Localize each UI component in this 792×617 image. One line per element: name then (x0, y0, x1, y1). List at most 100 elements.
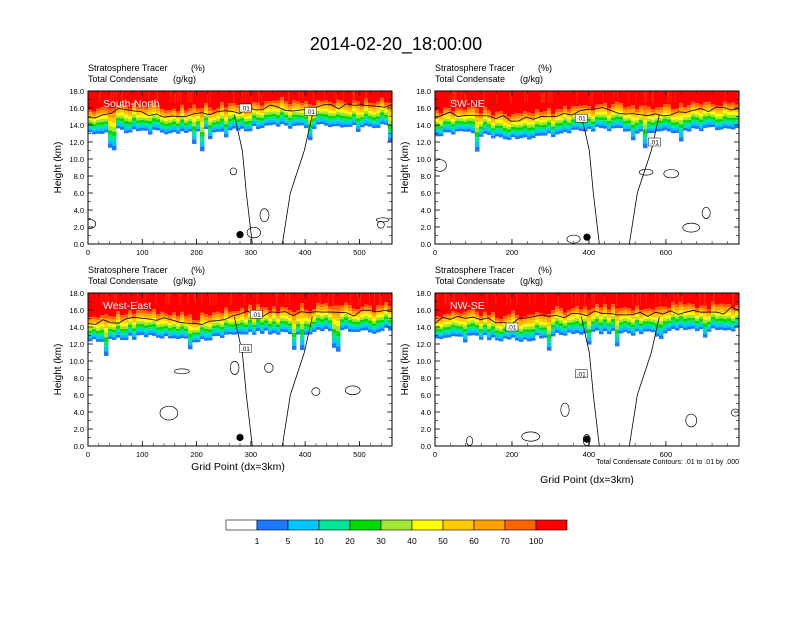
location-marker (583, 435, 591, 443)
y-tick-label: 10.0 (69, 357, 84, 366)
y-tick-label: 10.0 (69, 155, 84, 164)
contour-blob (229, 167, 237, 176)
x-tick-label: 0 (86, 450, 90, 459)
colorbar-label: 50 (438, 536, 448, 546)
contour-label: .01 (241, 106, 250, 113)
contour-label-box (574, 369, 588, 378)
contour-blob (663, 169, 680, 179)
panel2-unit2: (g/kg) (520, 74, 543, 84)
contour-blob (466, 436, 474, 446)
x-tick-label: 200 (506, 450, 519, 459)
y-axis-label: Height (km) (53, 344, 64, 396)
y-tick-label: 14.0 (69, 323, 84, 332)
x-tick-label: 0 (86, 248, 90, 257)
x-tick-label: 600 (660, 248, 673, 257)
contour-blob (701, 206, 711, 219)
panel-4-field (435, 293, 739, 446)
panel1-var1: Stratosphere Tracer (88, 63, 168, 73)
panel2-unit1: (%) (538, 63, 552, 73)
colorbar-swatch (380, 519, 413, 531)
colorbar-swatch (225, 519, 258, 531)
y-tick-label: 2.0 (74, 425, 84, 434)
y-tick-label: 12.0 (69, 340, 84, 349)
colorbar-swatch (287, 519, 320, 531)
contour-blob (344, 385, 361, 396)
y-tick-label: 10.0 (416, 155, 431, 164)
contour-blob (264, 362, 274, 373)
x-tick-label: 200 (190, 248, 203, 257)
panel-title: SW-NE (450, 98, 485, 110)
colorbar-swatch (535, 519, 568, 531)
x-tick-label: 0 (433, 450, 437, 459)
x-tick-label: 200 (506, 248, 519, 257)
y-tick-label: 4.0 (421, 206, 431, 215)
x-tick-label: 100 (136, 450, 149, 459)
x-tick-label: 500 (353, 248, 366, 257)
contour-blob (159, 405, 179, 421)
panel4-unit2: (g/kg) (520, 276, 543, 286)
x-tick-label: 200 (190, 450, 203, 459)
panel-4: .01 .01 NW-SE 0.0 2.0 4.0 6.0 8.0 10.0 12.0 14.0 16… (400, 289, 740, 459)
x-tick-label: 100 (136, 248, 149, 257)
panel3-unit2: (g/kg) (173, 276, 196, 286)
contour-label-box (648, 137, 661, 147)
x-tick-label: 300 (245, 248, 258, 257)
contour-blob (246, 226, 262, 239)
x-tick-label: 500 (353, 450, 366, 459)
panel1-unit1: (%) (191, 63, 205, 73)
panel-title: South-North (103, 98, 160, 110)
y-tick-label: 16.0 (416, 104, 431, 113)
colorbar-label: 1 (255, 536, 260, 546)
contour-label: .01 (306, 109, 315, 116)
y-tick-label: 8.0 (421, 172, 431, 181)
contour-blob (638, 168, 654, 176)
y-tick-label: 16.0 (69, 104, 84, 113)
y-tick-label: 6.0 (421, 391, 431, 400)
cloud-contour (580, 114, 660, 244)
contour-label-box (239, 103, 252, 113)
panel1-unit2: (g/kg) (173, 74, 196, 84)
y-tick-label: 6.0 (74, 391, 84, 400)
panels: .01 .01 South-North 0.0 2.0 4.0 6.0 8.0 10.0 12.0… (53, 87, 740, 459)
contour-label: .01 (507, 325, 516, 332)
y-tick-label: 0.0 (421, 240, 431, 249)
panel-title: NW-SE (450, 300, 485, 312)
x-tick-label: 600 (660, 450, 673, 459)
panel4-var1: Stratosphere Tracer (435, 265, 515, 275)
y-tick-label: 12.0 (416, 340, 431, 349)
y-axis-label: Height (km) (53, 142, 64, 194)
y-tick-label: 2.0 (74, 223, 84, 232)
figure-title: 2014-02-20_18:00:00 (310, 34, 482, 55)
y-tick-label: 6.0 (74, 189, 84, 198)
panel-3-field (88, 293, 392, 446)
contour-blob (88, 219, 97, 229)
colorbar-label: 60 (469, 536, 479, 546)
contour-label: .01 (650, 140, 659, 147)
colorbar: 1 5 10 20 30 40 50 60 70 100 (225, 519, 568, 546)
colorbar-label: 70 (500, 536, 510, 546)
colorbar-label: 40 (407, 536, 417, 546)
contour-label: .01 (577, 116, 586, 123)
y-tick-label: 4.0 (74, 206, 84, 215)
cloud-contour (233, 114, 313, 244)
x-tick-label: 400 (299, 450, 312, 459)
colorbar-label: 5 (286, 536, 291, 546)
x-tick-label: 400 (583, 248, 596, 257)
colorbar-label: 100 (529, 536, 543, 546)
y-tick-label: 6.0 (421, 189, 431, 198)
y-tick-label: 14.0 (416, 121, 431, 130)
y-tick-label: 18.0 (69, 289, 84, 298)
colorbar-swatch (349, 519, 382, 531)
contour-note: Total Condensate Contours: .01 to .01 by… (596, 459, 739, 466)
contour-blob (435, 159, 447, 172)
y-tick-label: 18.0 (416, 289, 431, 298)
panel-title: West-East (103, 300, 151, 312)
cloud-contour (580, 316, 660, 446)
y-tick-label: 12.0 (69, 138, 84, 147)
x-axis-label-left: Grid Point (dx=3km) (191, 461, 285, 473)
colorbar-label: 30 (376, 536, 386, 546)
y-tick-label: 14.0 (416, 323, 431, 332)
panel4-unit1: (%) (538, 265, 552, 275)
colorbar-swatch (442, 519, 475, 531)
contour-blob (377, 221, 385, 229)
